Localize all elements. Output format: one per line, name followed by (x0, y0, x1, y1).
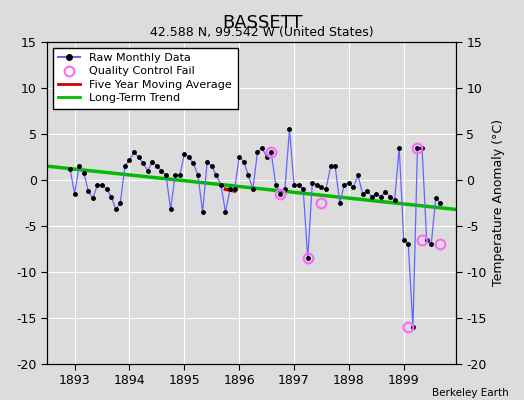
Y-axis label: Temperature Anomaly (°C): Temperature Anomaly (°C) (492, 120, 505, 286)
Text: Berkeley Earth: Berkeley Earth (432, 388, 508, 398)
Text: 42.588 N, 99.542 W (United States): 42.588 N, 99.542 W (United States) (150, 26, 374, 39)
Text: BASSETT: BASSETT (222, 14, 302, 32)
Legend: Raw Monthly Data, Quality Control Fail, Five Year Moving Average, Long-Term Tren: Raw Monthly Data, Quality Control Fail, … (53, 48, 238, 109)
